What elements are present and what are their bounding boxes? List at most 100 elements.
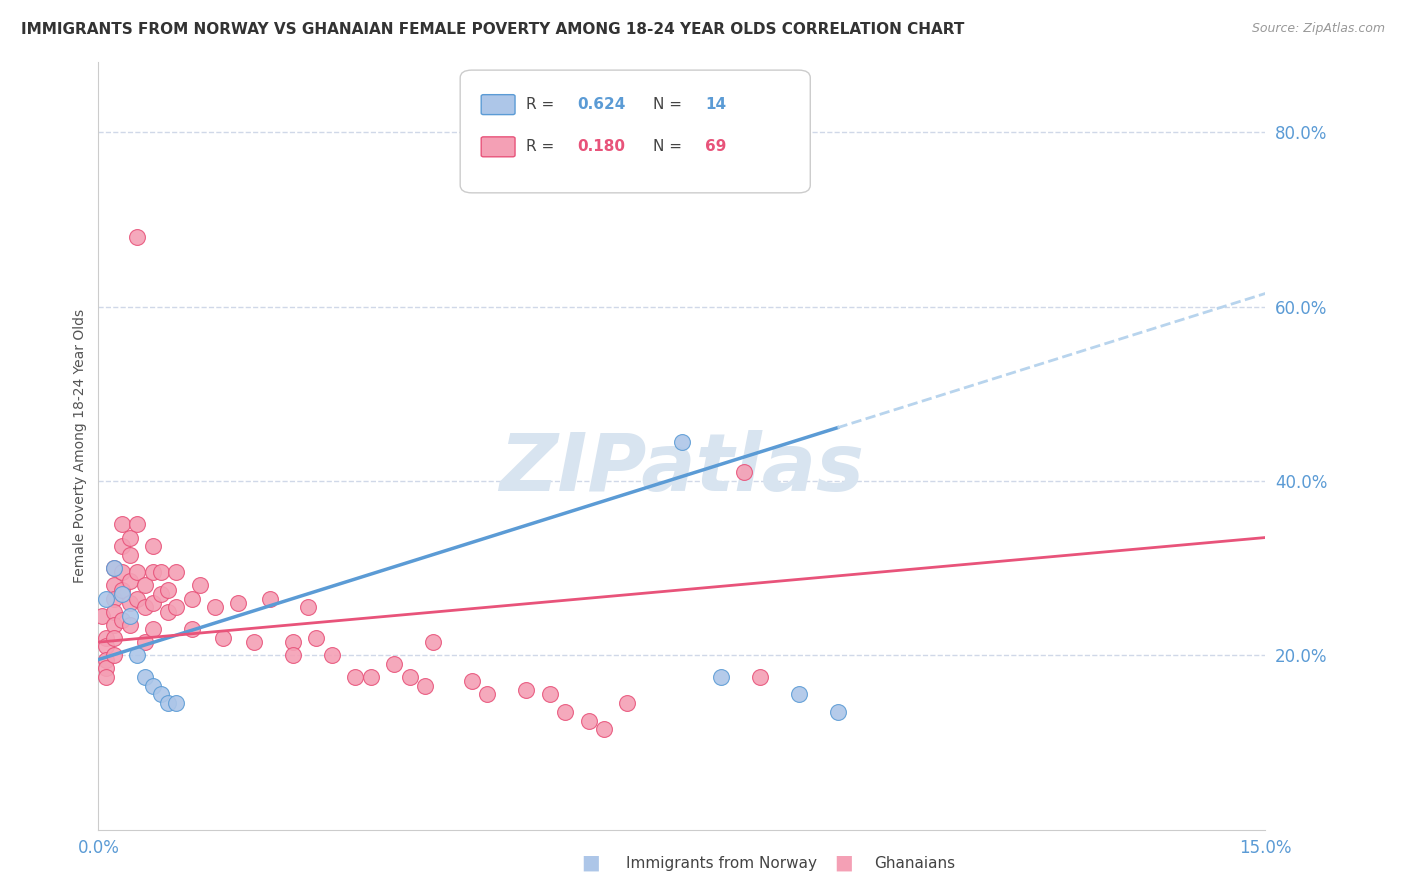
Point [422, 635, 444, 649]
Point [259, 591, 281, 606]
Point [134, 600, 156, 615]
Point [157, 696, 180, 710]
Point [103, 605, 125, 619]
Point [165, 566, 187, 580]
Point [127, 648, 149, 663]
Text: 14: 14 [706, 97, 727, 112]
Point [228, 596, 250, 610]
Point [305, 631, 328, 645]
Point [142, 622, 165, 636]
Text: 0.180: 0.180 [576, 139, 624, 154]
Point [142, 679, 165, 693]
Point [157, 582, 180, 597]
Point [398, 670, 420, 684]
Point [103, 578, 125, 592]
Text: N =: N = [652, 139, 686, 154]
Point [538, 688, 561, 702]
Point [212, 631, 235, 645]
Point [103, 617, 125, 632]
Text: ZIPatlas: ZIPatlas [499, 430, 865, 508]
Point [111, 613, 134, 627]
Text: R =: R = [526, 139, 558, 154]
Point [461, 674, 484, 689]
Point [827, 705, 849, 719]
Text: 69: 69 [706, 139, 727, 154]
Point [593, 723, 616, 737]
Point [103, 631, 125, 645]
Point [180, 591, 202, 606]
Point [111, 582, 134, 597]
Point [127, 517, 149, 532]
Point [127, 591, 149, 606]
Text: ▪: ▪ [581, 849, 600, 878]
Point [165, 600, 187, 615]
Point [96, 640, 118, 654]
Text: Ghanaians: Ghanaians [875, 856, 956, 871]
Point [281, 648, 304, 663]
Point [134, 635, 156, 649]
Point [134, 578, 156, 592]
Point [96, 661, 118, 675]
Point [111, 539, 134, 553]
Point [616, 696, 638, 710]
Point [118, 531, 141, 545]
Point [96, 670, 118, 684]
Point [149, 587, 172, 601]
Point [142, 566, 165, 580]
Point [344, 670, 367, 684]
Point [96, 631, 118, 645]
Point [111, 587, 134, 601]
Point [118, 574, 141, 588]
Point [787, 688, 810, 702]
Point [111, 566, 134, 580]
Point [103, 591, 125, 606]
Point [297, 600, 319, 615]
Text: ▪: ▪ [834, 849, 853, 878]
Text: N =: N = [652, 97, 686, 112]
Point [118, 617, 141, 632]
Point [103, 561, 125, 575]
FancyBboxPatch shape [481, 136, 515, 157]
Point [149, 688, 172, 702]
Point [554, 705, 576, 719]
Point [281, 635, 304, 649]
Point [321, 648, 343, 663]
Point [360, 670, 382, 684]
Point [180, 622, 202, 636]
Point [243, 635, 266, 649]
Text: Source: ZipAtlas.com: Source: ZipAtlas.com [1251, 22, 1385, 36]
Point [149, 566, 172, 580]
Y-axis label: Female Poverty Among 18-24 Year Olds: Female Poverty Among 18-24 Year Olds [73, 309, 87, 583]
FancyBboxPatch shape [481, 95, 515, 114]
Point [157, 605, 180, 619]
Point [103, 561, 125, 575]
Point [118, 596, 141, 610]
Point [477, 688, 499, 702]
Point [118, 609, 141, 624]
Point [127, 566, 149, 580]
Point [142, 596, 165, 610]
Point [96, 591, 118, 606]
Point [515, 683, 537, 698]
Point [710, 670, 733, 684]
Point [134, 670, 156, 684]
Text: IMMIGRANTS FROM NORWAY VS GHANAIAN FEMALE POVERTY AMONG 18-24 YEAR OLDS CORRELAT: IMMIGRANTS FROM NORWAY VS GHANAIAN FEMAL… [21, 22, 965, 37]
Point [578, 714, 600, 728]
Point [103, 648, 125, 663]
Point [188, 578, 211, 592]
Point [91, 609, 114, 624]
Point [111, 517, 134, 532]
FancyBboxPatch shape [460, 70, 810, 193]
Text: Immigrants from Norway: Immigrants from Norway [626, 856, 817, 871]
Point [671, 434, 693, 449]
Point [165, 696, 187, 710]
Point [96, 652, 118, 666]
Point [413, 679, 436, 693]
Point [748, 670, 770, 684]
Text: R =: R = [526, 97, 558, 112]
Text: 0.624: 0.624 [576, 97, 626, 112]
Point [118, 548, 141, 562]
Point [733, 465, 755, 479]
Point [142, 539, 165, 553]
Point [127, 229, 149, 244]
